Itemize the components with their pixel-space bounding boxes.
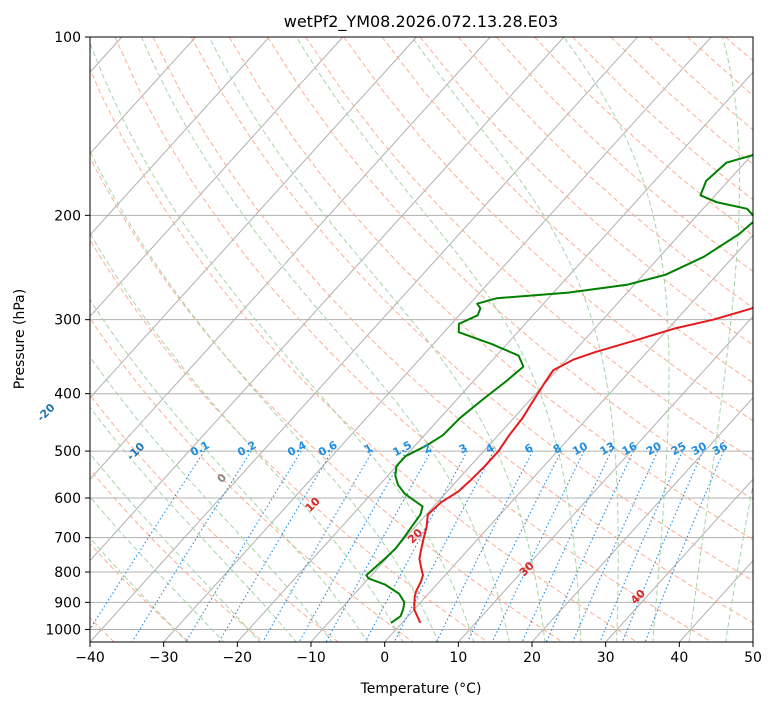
moist-adiabat-line <box>688 37 741 642</box>
x-tick-label: 40 <box>670 650 688 666</box>
moist-adiabat-line <box>90 452 261 642</box>
isotherm-line <box>90 37 565 562</box>
y-tick-label: 400 <box>54 387 81 403</box>
mixing-ratio-line <box>435 450 534 642</box>
isotherm-line <box>531 397 753 642</box>
moist-adiabat-line <box>90 232 404 642</box>
y-tick-label: 500 <box>54 444 81 460</box>
dry-adiabat-line <box>152 37 753 624</box>
mixing-ratio-line <box>131 450 252 642</box>
moist-adiabat-line <box>90 496 225 642</box>
mixing-ratio-line <box>393 450 495 642</box>
isotherm-line <box>90 37 270 236</box>
mixing-ratio-label: 13 <box>598 439 618 458</box>
dry-adiabat-line <box>114 37 712 642</box>
mixing-ratio-line <box>262 450 374 642</box>
x-tick-label: 20 <box>523 650 541 666</box>
mixing-ratio-line <box>521 450 612 642</box>
mixing-ratio-line <box>467 450 562 642</box>
dry-adiabat-line <box>228 37 753 541</box>
isotherm-line <box>90 37 196 155</box>
isotherm-line <box>90 37 491 480</box>
y-tick-label: 100 <box>54 30 81 46</box>
isotherm-line <box>90 37 417 399</box>
x-tick-label: −20 <box>223 650 253 666</box>
moist-adiabat-line <box>90 406 297 642</box>
moist-adiabat-line <box>725 482 753 642</box>
mixing-ratio-line <box>644 450 725 642</box>
moist-adiabat-line <box>90 41 475 642</box>
y-axis-label: Pressure (hPa) <box>12 289 28 389</box>
dry-adiabat-line <box>267 37 753 500</box>
moist-adiabat-line <box>90 298 369 642</box>
y-tick-label: 700 <box>54 531 81 547</box>
isotherm-line <box>90 37 638 642</box>
dry-adiabat-line <box>343 37 753 422</box>
moist-adiabat-line <box>90 150 440 642</box>
mixing-ratio-line <box>185 450 302 642</box>
dry-adiabat-line <box>90 239 488 642</box>
y-tick-label: 300 <box>54 313 81 329</box>
x-tick-label: −40 <box>75 650 105 666</box>
mixing-ratio-label: 10 <box>570 439 590 458</box>
background-lines <box>90 37 753 642</box>
dry-adiabat-line <box>457 37 753 309</box>
y-tick-label: 200 <box>54 208 81 224</box>
mixing-ratio-line <box>325 450 432 642</box>
dry-adiabat-line <box>90 393 339 642</box>
x-tick-label: −10 <box>296 650 326 666</box>
dewpoint-profile-line <box>365 153 753 624</box>
isotherm-line <box>605 478 753 642</box>
x-tick-label: 30 <box>597 650 615 666</box>
dry-adiabat-line <box>90 67 638 642</box>
chart-title: wetPf2_YM08.2026.072.13.28.E03 <box>284 12 558 32</box>
dry-adiabat-line <box>90 468 264 642</box>
x-tick-label: 50 <box>744 650 762 666</box>
moist-adiabat-line <box>208 37 546 642</box>
moist-adiabat-line <box>411 37 619 642</box>
y-tick-label: 1000 <box>45 622 81 638</box>
temperature-profile-line <box>413 306 753 624</box>
isotherm-line <box>236 71 753 642</box>
mixing-ratio-line <box>545 450 634 642</box>
dry-adiabat-line <box>381 37 753 384</box>
mixing-ratio-label: 25 <box>669 439 689 458</box>
moist-adiabat-line <box>90 537 188 642</box>
mixing-ratio-line <box>364 450 468 642</box>
isotherm-line <box>457 315 753 642</box>
isotherm-line <box>90 37 344 318</box>
dry-adiabat-line <box>90 317 414 642</box>
y-tick-label: 900 <box>54 595 81 611</box>
x-tick-label: −30 <box>149 650 179 666</box>
y-tick-label: 600 <box>54 491 81 507</box>
dry-adiabat-line <box>305 37 753 461</box>
sounding-series <box>365 153 753 624</box>
axes: −40 −30 −20 −10 0 10 20 30 40 50 100 200 300 400 500 60… <box>45 30 762 666</box>
mixing-ratio-line <box>491 450 585 642</box>
mixing-ratio-label: 36 <box>710 439 730 458</box>
isotherm-line <box>163 37 712 642</box>
x-tick-label: 0 <box>380 650 389 666</box>
isotherm-line <box>384 234 753 642</box>
y-tick-label: 800 <box>54 565 81 581</box>
mixing-ratio-label: 16 <box>620 439 640 458</box>
plot-frame <box>89 36 754 643</box>
mixing-ratio-label: 30 <box>689 439 709 458</box>
dry-adiabat-line <box>90 156 563 642</box>
x-axis-label: Temperature (°C) <box>360 681 482 697</box>
moist-adiabat-line <box>141 37 510 642</box>
dry-adiabat-line <box>190 37 753 582</box>
dry-adiabat-line <box>419 37 753 346</box>
mixing-ratio-label: 20 <box>644 439 664 458</box>
moist-adiabat-line <box>563 37 670 642</box>
x-tick-label: 10 <box>449 650 467 666</box>
dry-adiabat-line <box>90 543 190 642</box>
